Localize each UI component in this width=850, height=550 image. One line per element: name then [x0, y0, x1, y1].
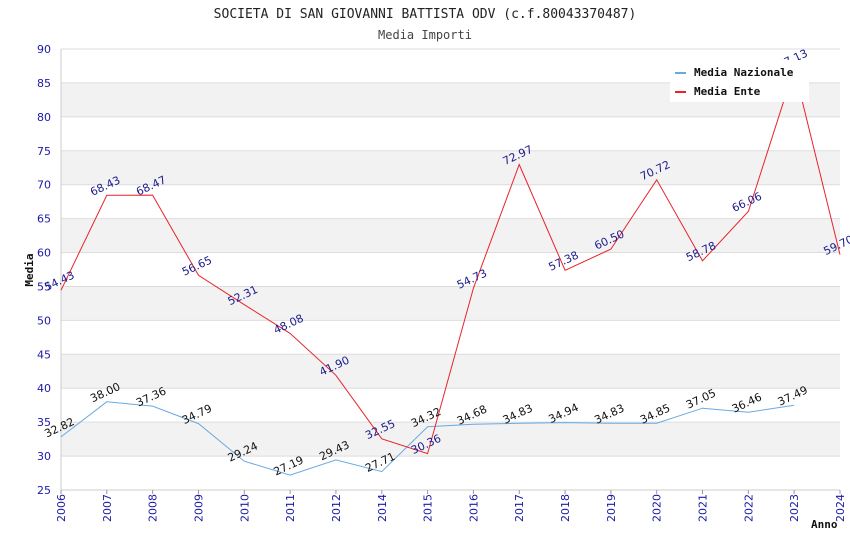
grid-band [61, 218, 840, 253]
x-tick-label: 2024 [834, 494, 847, 522]
x-tick-label: 2008 [147, 494, 160, 522]
y-tick-label: 70 [37, 179, 51, 192]
y-tick-label: 55 [37, 280, 51, 293]
y-tick-label: 45 [37, 348, 51, 361]
x-tick-label: 2019 [605, 494, 618, 522]
x-tick-label: 2023 [788, 494, 801, 522]
x-tick-label: 2012 [330, 494, 343, 522]
y-tick-label: 80 [37, 111, 51, 124]
x-tick-label: 2011 [284, 494, 297, 522]
series-lines [60, 66, 841, 476]
data-label: 56.65 [180, 254, 214, 279]
x-tick-label: 2010 [238, 494, 251, 522]
grid-band [61, 422, 840, 457]
series-line-2 [60, 66, 841, 455]
x-axis-ticks: 2006 2007 2008 2009 2010 2011 2012 2014 2015 2016… [55, 490, 847, 522]
y-tick-label: 90 [37, 43, 51, 56]
y-tick-label: 65 [37, 213, 51, 226]
y-axis-label: Media [23, 253, 36, 286]
y-tick-label: 85 [37, 77, 51, 90]
y-tick-label: 30 [37, 450, 51, 463]
x-tick-label: 2017 [513, 494, 526, 522]
x-axis-label: Anno [811, 518, 838, 531]
data-label: 37.05 [684, 387, 718, 412]
data-label: 66.06 [730, 190, 764, 215]
legend-label: Media Ente [694, 85, 761, 98]
chart-subtitle: Media Importi [378, 28, 472, 42]
x-tick-label: 2016 [467, 494, 480, 522]
legend-label: Media Nazionale [694, 66, 794, 79]
x-tick-label: 2020 [651, 494, 664, 522]
y-tick-label: 60 [37, 247, 51, 260]
y-tick-label: 40 [37, 382, 51, 395]
y-tick-label: 25 [37, 484, 51, 497]
x-tick-label: 2022 [742, 494, 755, 522]
y-tick-label: 75 [37, 145, 51, 158]
chart-title: SOCIETA DI SAN GIOVANNI BATTISTA ODV (c.… [214, 7, 637, 22]
x-tick-label: 2014 [376, 494, 389, 522]
grid-band [61, 150, 840, 185]
y-tick-label: 50 [37, 314, 51, 327]
y-axis-ticks: 25 30 35 40 45 50 55 60 65 70 75 80 85 90 [37, 43, 51, 497]
legend: Media Nazionale Media Ente [670, 60, 809, 102]
grid-bands [61, 82, 840, 457]
x-tick-label: 2006 [55, 494, 68, 522]
y-tick-label: 35 [37, 416, 51, 429]
x-tick-label: 2021 [697, 494, 710, 522]
x-tick-label: 2009 [192, 494, 205, 522]
series-line-1 [60, 401, 795, 476]
x-tick-label: 2018 [559, 494, 572, 522]
x-tick-label: 2007 [101, 494, 114, 522]
x-tick-label: 2015 [422, 494, 435, 522]
legend-background [670, 60, 809, 102]
grid-band [61, 286, 840, 321]
